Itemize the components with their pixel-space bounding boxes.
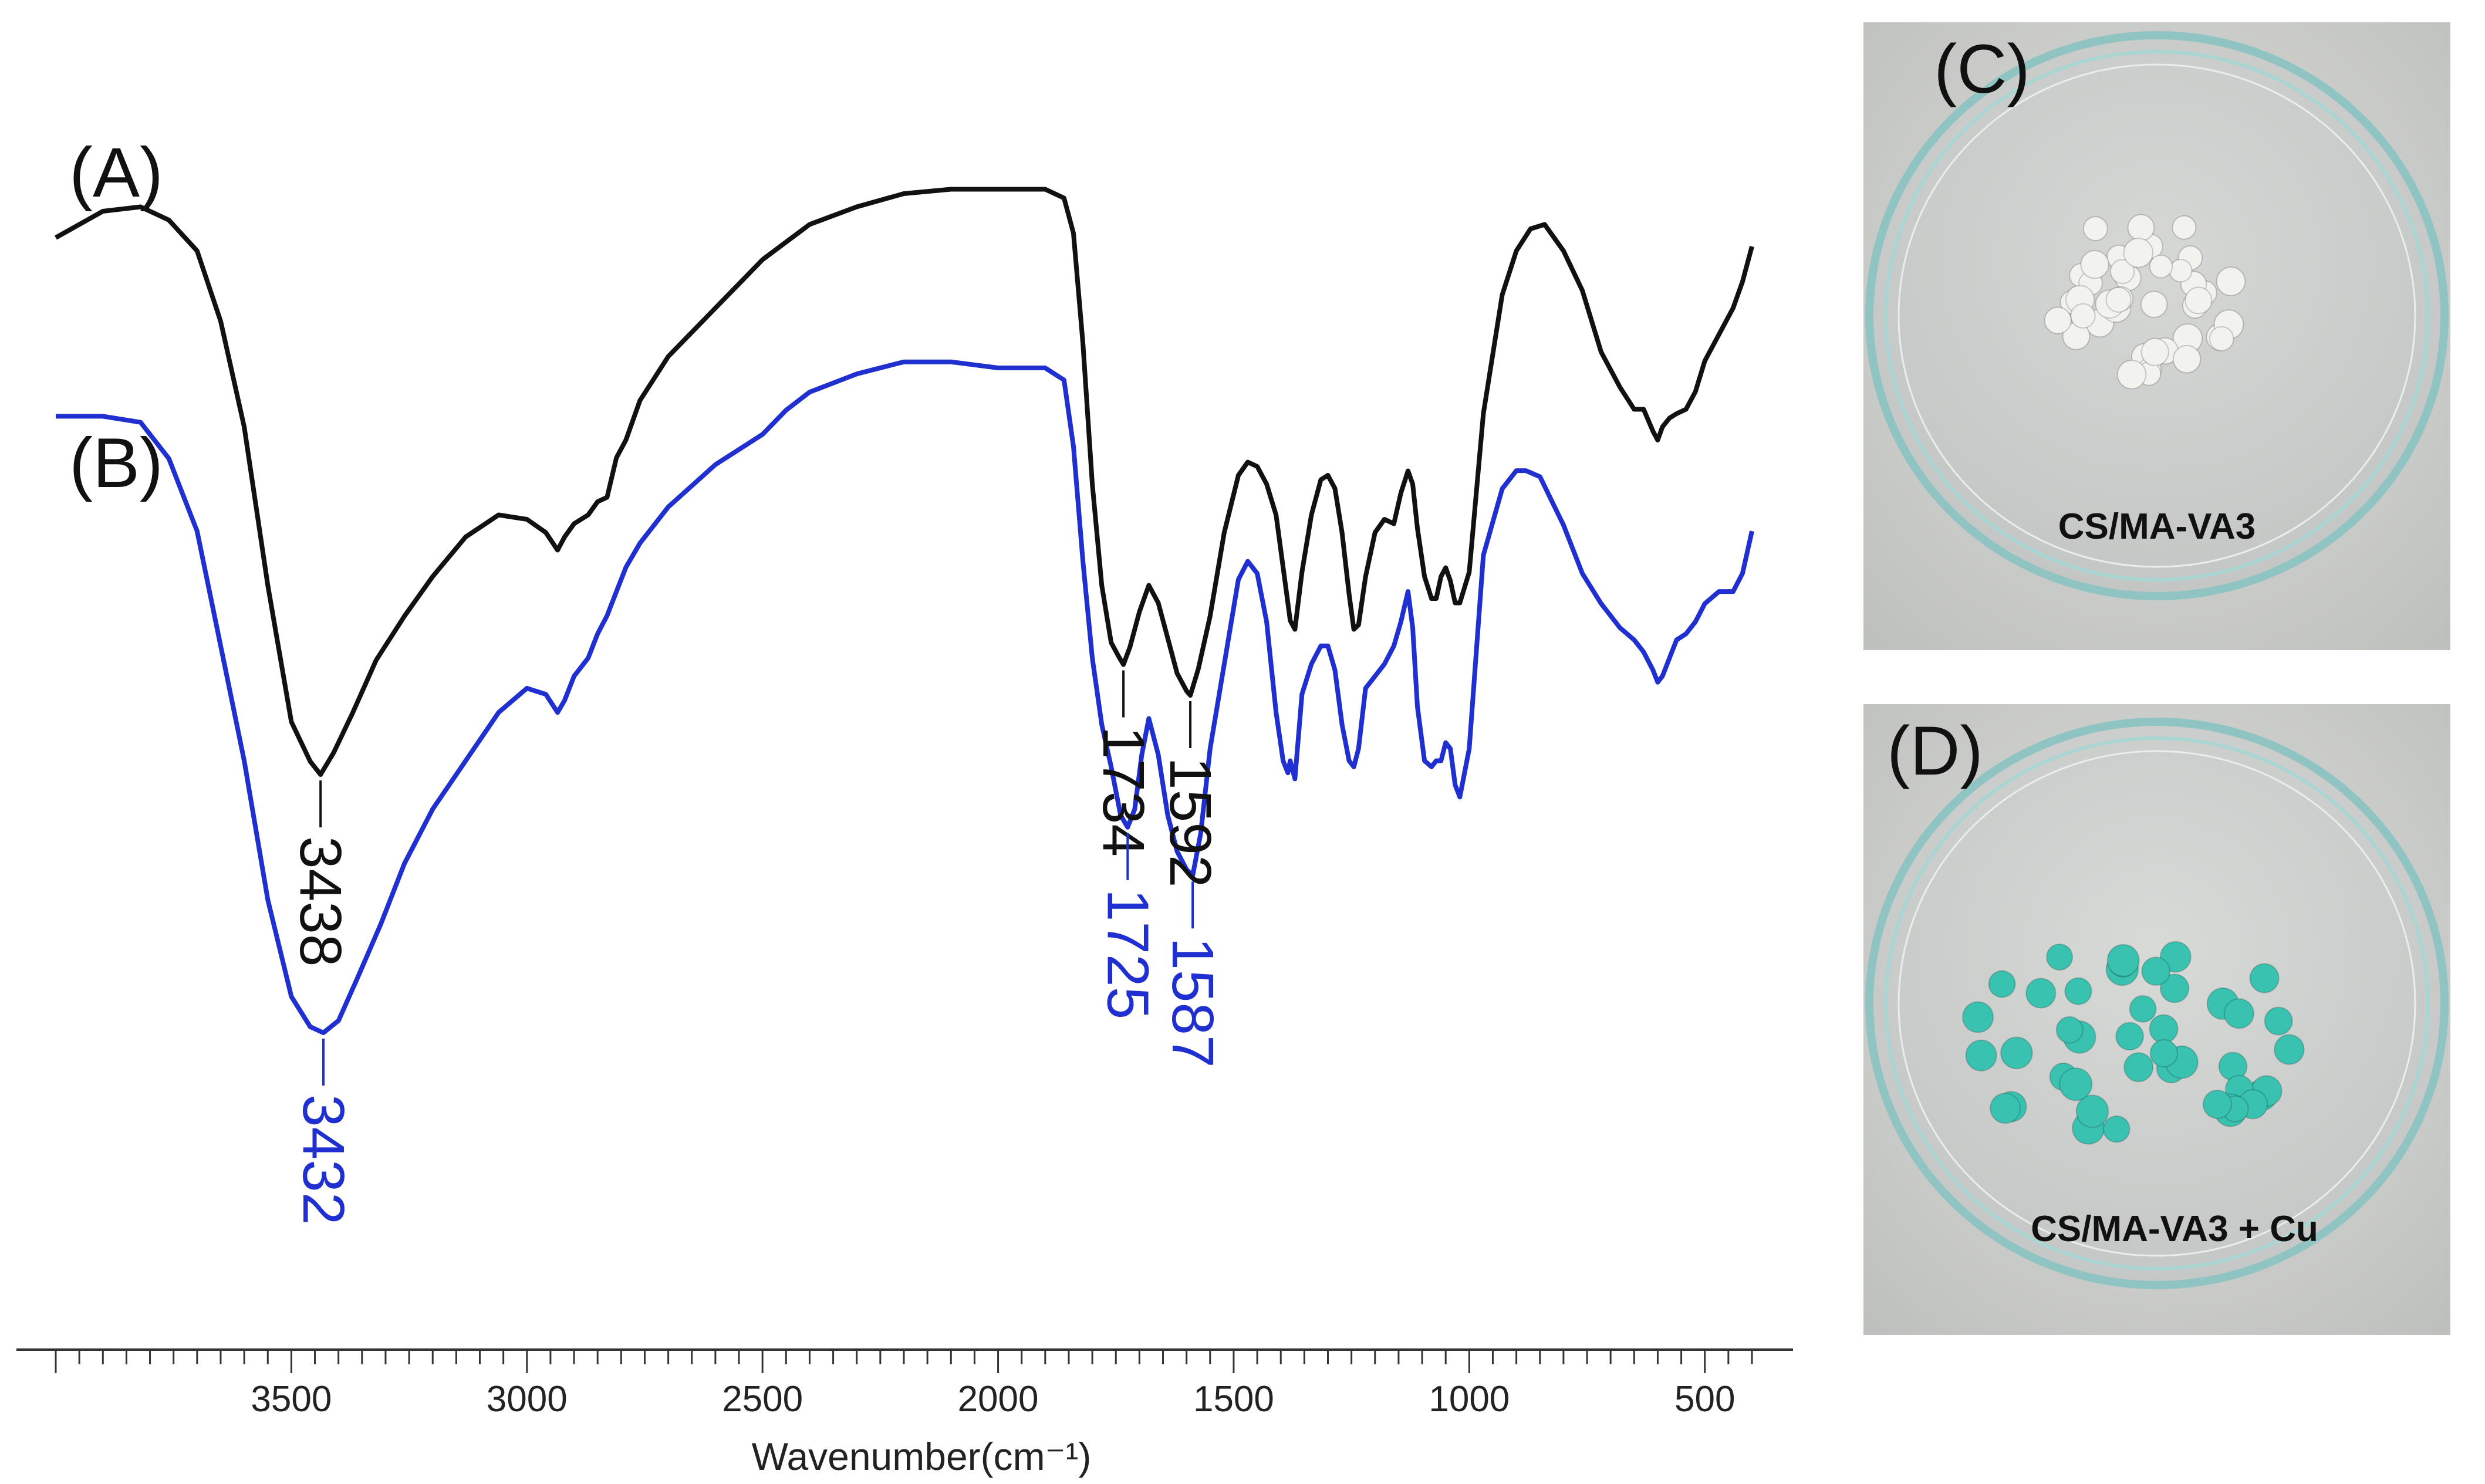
bead: [2129, 995, 2157, 1023]
peak-label-1734: 1734: [1090, 726, 1156, 857]
x-tick-label: 1000: [1429, 1379, 1510, 1419]
panel-label-d: (D): [1887, 712, 1983, 790]
bead: [2116, 360, 2147, 390]
bead: [2172, 215, 2197, 240]
bead: [2080, 250, 2109, 279]
bead: [2223, 998, 2255, 1029]
caption-c: CS/MA-VA3: [2058, 506, 2256, 547]
bead: [2059, 1067, 2093, 1101]
x-axis: 3500 3000 2500 2000 1500 1000 500 Wavenumber(c…: [16, 1348, 1793, 1478]
bead: [2070, 303, 2096, 329]
peak-label-1725: 1725: [1095, 889, 1160, 1019]
bead: [2149, 254, 2173, 279]
bead: [2103, 1115, 2131, 1143]
panel-label-c: (C): [1934, 31, 2030, 108]
beads-c: [2044, 214, 2246, 390]
legend-label-b: (B): [69, 424, 163, 502]
bead: [2123, 238, 2154, 268]
bead: [2172, 344, 2202, 374]
bead: [2169, 259, 2193, 283]
series-line-a: [55, 187, 1754, 777]
x-tick-label: 1500: [1193, 1379, 1274, 1419]
bead: [2115, 1022, 2145, 1051]
bead: [1988, 970, 2016, 998]
bead: [2141, 956, 2171, 986]
bead: [2149, 1014, 2179, 1044]
bead: [2025, 978, 2057, 1009]
x-tick-label: 2500: [722, 1379, 803, 1419]
bead: [2159, 973, 2190, 1003]
peak-label-1592: 1592: [1157, 757, 1223, 887]
bead: [2000, 1036, 2033, 1070]
peak-label-3432: 3432: [291, 1094, 356, 1225]
x-tick-label: 2000: [958, 1379, 1039, 1419]
bead: [2274, 1034, 2305, 1065]
bead: [2184, 286, 2213, 315]
bead: [2140, 337, 2169, 367]
bead: [2106, 944, 2140, 977]
series-line-b: [56, 359, 1754, 1035]
beads-d: [1962, 941, 2305, 1145]
x-tick-label: 3500: [251, 1379, 332, 1419]
bead: [2082, 216, 2108, 242]
bead: [2046, 944, 2074, 971]
bead: [2109, 259, 2135, 285]
bead: [2149, 1039, 2178, 1068]
bead: [2202, 1090, 2232, 1119]
minor-ticks: [55, 1350, 1753, 1373]
bead: [2264, 1006, 2293, 1036]
legend: (A) (B): [69, 133, 163, 502]
photo-c: (C) CS/MA-VA3: [1863, 22, 2450, 650]
x-tick-label: 3000: [487, 1379, 568, 1419]
bead: [1965, 1039, 1997, 1071]
bead: [2055, 1016, 2084, 1044]
peak-label-3438: 3438: [288, 836, 353, 966]
bead: [1990, 1093, 2021, 1124]
peak-label-1587: 1587: [1160, 937, 1225, 1067]
x-tick-label: 500: [1674, 1379, 1735, 1419]
bead: [1962, 1001, 1994, 1033]
traces: [55, 187, 1754, 1035]
bead: [2127, 214, 2155, 242]
caption-d: CS/MA-VA3 + Cu: [2031, 1209, 2318, 1249]
photo-d: (D) CS/MA-VA3 + Cu: [1863, 704, 2450, 1335]
bead: [2209, 326, 2234, 351]
bead: [2105, 286, 2132, 313]
bead: [2075, 1094, 2109, 1128]
x-axis-title: Wavenumber(cm⁻¹): [752, 1435, 1092, 1478]
bead: [2123, 1052, 2154, 1083]
major-ticks: 3500 3000 2500 2000 1500 1000 500: [251, 1379, 1735, 1419]
bead: [2064, 977, 2092, 1005]
bead: [2216, 266, 2246, 296]
bead: [2140, 290, 2168, 318]
petri-dish-d: [1865, 718, 2449, 1289]
bead: [2249, 963, 2280, 993]
legend-label-a: (A): [69, 133, 163, 212]
bead: [2044, 306, 2072, 334]
